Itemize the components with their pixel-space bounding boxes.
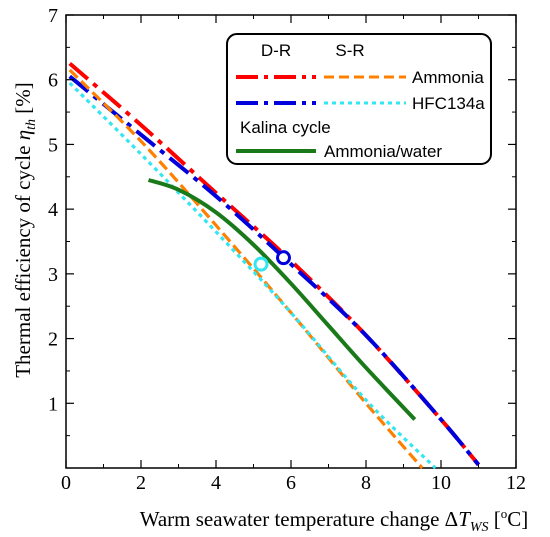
legend: D-R S-R Ammonia HFC134a Kalina cycle Amm…	[226, 33, 492, 165]
y-tick-label: 7	[48, 5, 58, 27]
marker-layer	[253, 250, 291, 272]
legend-header-sr: S-R	[335, 41, 364, 60]
legend-header-dr: D-R	[261, 41, 291, 60]
y-tick-label: 6	[48, 70, 58, 92]
series-layer	[68, 62, 481, 470]
series-line-d-r-ammonia	[68, 62, 481, 467]
y-tick-label: 3	[48, 264, 58, 286]
point-marker	[253, 256, 269, 272]
legend-label-hfc134a: HFC134a	[412, 94, 485, 113]
x-tick-label: 6	[286, 472, 296, 494]
x-tick-label: 0	[61, 472, 71, 494]
legend-box	[226, 33, 492, 165]
y-tick-label: 1	[48, 393, 58, 415]
series-line-s-r-ammonia	[68, 68, 424, 470]
legend-label-ammonia-water: Ammonia/water	[324, 142, 442, 161]
y-tick-label: 2	[48, 329, 58, 351]
y-tick-label: 4	[48, 199, 58, 221]
x-tick-label: 4	[211, 472, 221, 494]
x-tick-label: 2	[136, 472, 146, 494]
legend-header-kalina: Kalina cycle	[240, 118, 331, 137]
x-tick-label: 8	[361, 472, 371, 494]
y-axis-label: Thermal efficiency of cycle ηth [%]	[11, 82, 39, 378]
series-line-d-r-hfc134a	[68, 74, 481, 467]
series-line-ammonia-water	[147, 178, 417, 421]
series-line-s-r-hfc134a	[68, 81, 437, 470]
x-tick-label: 12	[506, 472, 526, 494]
legend-label-ammonia: Ammonia	[412, 68, 484, 87]
point-marker	[276, 250, 291, 266]
y-tick-label: 5	[48, 134, 58, 156]
x-axis-label: Warm seawater temperature change ΔTWS [o…	[140, 506, 529, 535]
x-tick-label: 10	[431, 472, 451, 494]
